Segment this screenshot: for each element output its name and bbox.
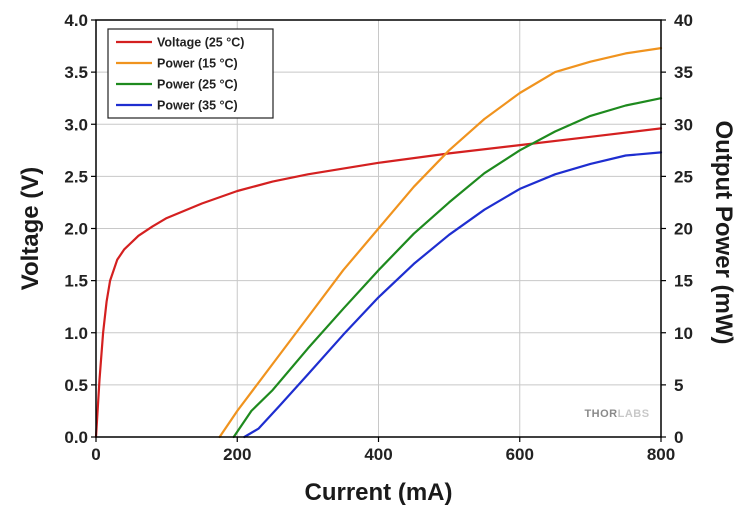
x-tick-label: 200: [223, 445, 251, 464]
y-tick-label: 3.0: [64, 115, 88, 134]
y2-tick-label: 25: [674, 167, 693, 186]
legend-label: Power (35 °C): [157, 99, 238, 113]
y2-tick-label: 30: [674, 115, 693, 134]
x-tick-label: 0: [91, 445, 100, 464]
y-axis-title-left: Voltage (V): [17, 167, 44, 291]
legend-box: [107, 28, 274, 119]
y-tick-label: 3.5: [64, 63, 88, 82]
y-tick-label: 1.0: [64, 324, 88, 343]
legend-label: Power (15 °C): [157, 57, 238, 71]
axis-ticks: 0 200 400 600 8000.00.51.01.52.02.53.03.54.0…: [64, 11, 693, 464]
y-tick-label: 2.5: [64, 167, 88, 186]
grid: [96, 20, 661, 437]
y2-tick-label: 40: [674, 11, 693, 30]
series-line: [94, 127, 663, 439]
y-tick-label: 1.5: [64, 272, 88, 291]
x-tick-label: 800: [647, 445, 675, 464]
legend: Voltage (25 °C) Power (15 °C) Power (25 °C…: [107, 28, 274, 119]
y-tick-label: 2.0: [64, 220, 88, 239]
watermark-logo: THORLABS: [584, 408, 649, 420]
y2-tick-label: 5: [674, 376, 683, 395]
x-tick-label: 600: [506, 445, 534, 464]
y-axis-title-right: Output Power (mW): [710, 121, 737, 345]
y-tick-label: 4.0: [64, 11, 88, 30]
y2-tick-label: 20: [674, 220, 693, 239]
y-tick-label: 0.5: [64, 376, 88, 395]
x-tick-label: 400: [364, 445, 392, 464]
y2-tick-label: 35: [674, 63, 693, 82]
series-line: [243, 151, 663, 439]
x-axis-title: Current (mA): [305, 479, 453, 506]
y2-tick-label: 15: [674, 272, 693, 291]
series-line: [218, 46, 663, 439]
legend-label: Power (25 °C): [157, 78, 238, 92]
series-line: [232, 97, 663, 439]
y-tick-label: 0.0: [64, 428, 88, 447]
series-lines: [94, 46, 663, 439]
legend-label: Voltage (25 °C): [157, 36, 244, 50]
y2-tick-label: 0: [674, 428, 683, 447]
y2-tick-label: 10: [674, 324, 693, 343]
